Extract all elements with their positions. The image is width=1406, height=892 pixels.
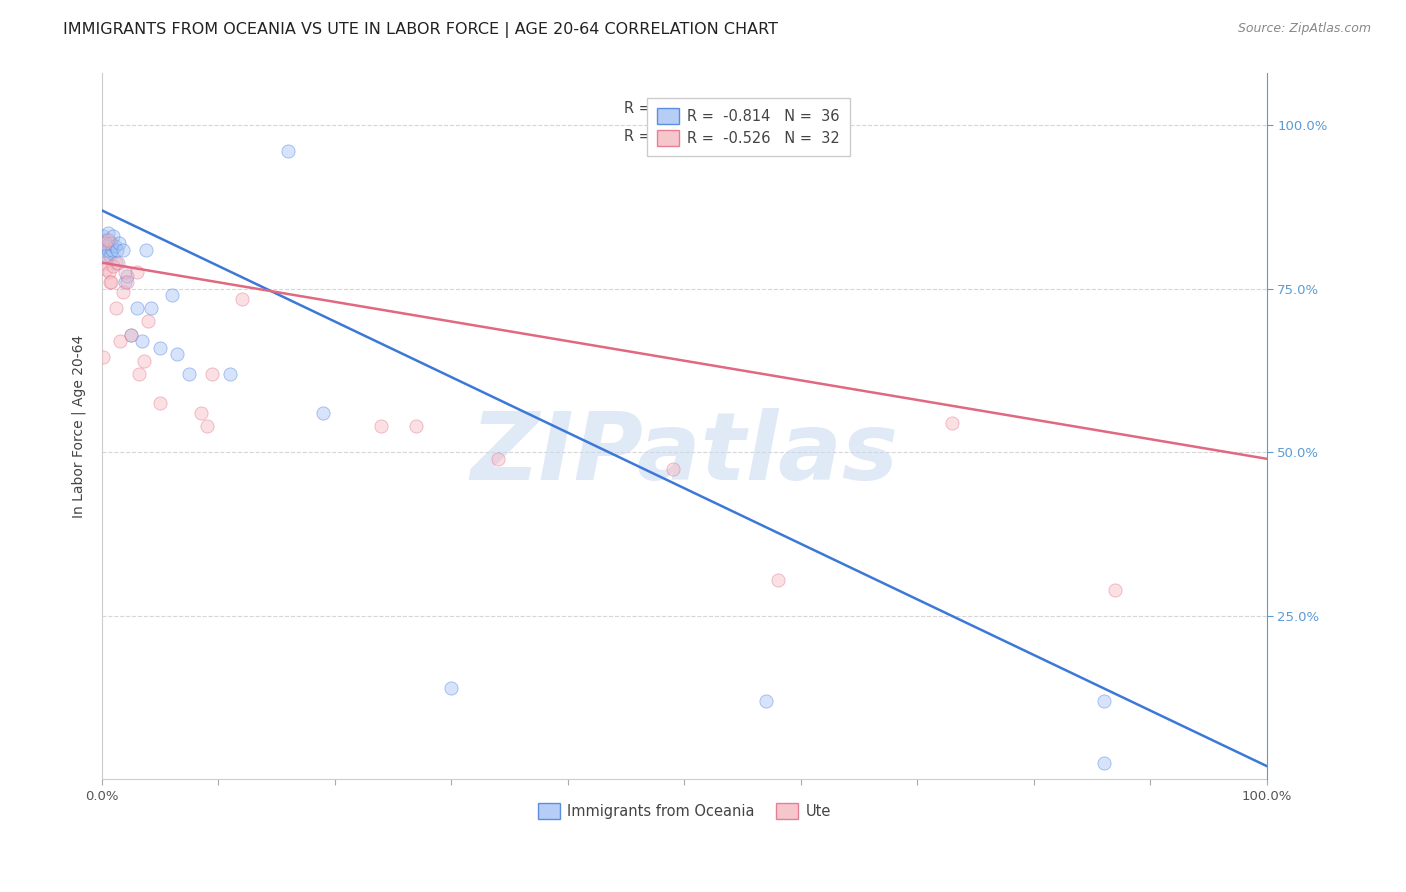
- Point: [103, 229, 125, 244]
- Point: [120, 327, 142, 342]
- Point: [94, 239, 117, 253]
- Text: IMMIGRANTS FROM OCEANIA VS UTE IN LABOR FORCE | AGE 20-64 CORRELATION CHART: IMMIGRANTS FROM OCEANIA VS UTE IN LABOR …: [63, 22, 779, 38]
- Point: [96, 243, 118, 257]
- Point: [125, 265, 148, 279]
- Point: [91, 351, 114, 365]
- Point: [94, 235, 117, 250]
- Point: [370, 419, 392, 434]
- Point: [114, 265, 136, 279]
- Point: [96, 226, 118, 240]
- Point: [108, 235, 131, 250]
- Text: Source: ZipAtlas.com: Source: ZipAtlas.com: [1237, 22, 1371, 36]
- Point: [139, 301, 162, 316]
- Text: 32: 32: [752, 129, 772, 145]
- Point: [766, 573, 789, 587]
- Point: [135, 243, 157, 257]
- Point: [111, 285, 134, 299]
- Point: [117, 268, 139, 283]
- Point: [93, 235, 115, 250]
- Text: 36: 36: [752, 101, 772, 116]
- Point: [136, 314, 159, 328]
- Legend: Immigrants from Oceania, Ute: Immigrants from Oceania, Ute: [531, 797, 837, 825]
- Point: [104, 301, 127, 316]
- Text: R =: R =: [624, 129, 655, 145]
- Point: [97, 235, 120, 250]
- Point: [1104, 582, 1126, 597]
- Point: [105, 243, 128, 257]
- Point: [101, 243, 124, 257]
- Point: [111, 243, 134, 257]
- Point: [190, 406, 212, 420]
- Point: [132, 353, 155, 368]
- Point: [231, 292, 253, 306]
- Point: [1092, 694, 1115, 708]
- Point: [1092, 756, 1115, 770]
- Point: [114, 275, 136, 289]
- Point: [661, 461, 683, 475]
- Y-axis label: In Labor Force | Age 20-64: In Labor Force | Age 20-64: [72, 334, 86, 517]
- Text: N =: N =: [706, 129, 752, 145]
- Point: [486, 451, 509, 466]
- Point: [128, 367, 150, 381]
- Point: [91, 229, 114, 244]
- Point: [755, 694, 778, 708]
- Point: [149, 396, 172, 410]
- Point: [312, 406, 335, 420]
- Text: -0.526: -0.526: [655, 129, 707, 145]
- Point: [440, 681, 463, 695]
- Point: [107, 255, 129, 269]
- Point: [160, 288, 183, 302]
- Point: [96, 262, 118, 277]
- Point: [96, 233, 118, 247]
- Point: [941, 416, 963, 430]
- Point: [277, 145, 299, 159]
- Text: -0.814: -0.814: [655, 101, 707, 116]
- Point: [201, 367, 224, 381]
- Point: [93, 255, 115, 269]
- Point: [166, 347, 188, 361]
- Point: [177, 367, 200, 381]
- Point: [93, 249, 115, 263]
- Point: [100, 235, 122, 250]
- Text: R =: R =: [624, 101, 655, 116]
- Point: [195, 419, 218, 434]
- Point: [94, 233, 117, 247]
- Point: [103, 259, 125, 273]
- Point: [125, 301, 148, 316]
- Point: [97, 265, 120, 279]
- Point: [103, 239, 125, 253]
- Point: [104, 255, 127, 269]
- Point: [120, 327, 142, 342]
- Point: [117, 275, 139, 289]
- Point: [405, 419, 427, 434]
- Point: [149, 341, 172, 355]
- Text: ZIPatlas: ZIPatlas: [470, 409, 898, 500]
- Point: [110, 334, 132, 348]
- Point: [100, 275, 122, 289]
- Point: [98, 249, 121, 263]
- Point: [98, 275, 121, 289]
- Point: [219, 367, 242, 381]
- Text: N =: N =: [706, 101, 752, 116]
- Point: [96, 249, 118, 263]
- Point: [131, 334, 153, 348]
